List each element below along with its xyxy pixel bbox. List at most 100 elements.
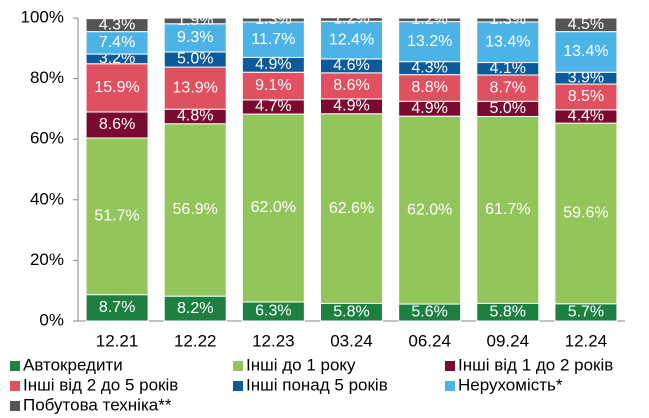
bar-segment	[476, 115, 540, 304]
value-label: 5.6%	[411, 304, 447, 321]
value-label: 8.8%	[411, 79, 447, 96]
bar-segment	[476, 17, 540, 23]
value-label: 51.7%	[94, 208, 139, 225]
legend-swatch	[445, 361, 455, 371]
value-label: 12.4%	[329, 31, 374, 48]
bar-segment	[320, 113, 383, 304]
value-label: 1.3%	[255, 11, 291, 28]
value-label: 4.7%	[255, 98, 291, 115]
value-label: 13.2%	[407, 33, 452, 50]
value-label: 4.3%	[411, 59, 447, 76]
value-label: 9.1%	[255, 77, 291, 94]
value-label: 4.8%	[177, 108, 213, 125]
legend-swatch	[10, 401, 20, 411]
value-label: 13.4%	[485, 33, 530, 50]
bar-segment	[85, 294, 149, 322]
value-label: 4.9%	[333, 98, 369, 115]
value-label: 13.4%	[563, 43, 608, 60]
x-tick-label: 06.24	[408, 331, 451, 350]
legend-label: Побутова техніка**	[23, 395, 172, 414]
bar-segment	[163, 66, 227, 110]
value-label: 8.7%	[490, 79, 526, 96]
bar-segment	[85, 18, 149, 33]
value-label: 3.9%	[568, 69, 604, 86]
bar-segment	[241, 17, 305, 23]
value-label: 62.6%	[329, 200, 374, 217]
x-tick-label: 09.24	[487, 331, 530, 350]
x-tick-label: 03.24	[330, 331, 373, 350]
bar-segment	[85, 63, 149, 113]
y-tick-label: 20%	[30, 250, 64, 269]
bar-segment	[241, 113, 305, 303]
x-tick-label: 12.21	[96, 331, 139, 350]
bar-segment	[554, 31, 618, 73]
value-label: 5.0%	[177, 51, 213, 68]
x-tick-label: 12.24	[565, 331, 608, 350]
bar-segment	[163, 295, 227, 322]
value-label: 6.3%	[255, 303, 291, 320]
bar-segment	[398, 21, 462, 63]
bar-segment	[554, 83, 618, 111]
legend-label: Інші від 2 до 5 років	[23, 375, 178, 394]
value-label: 56.9%	[173, 201, 218, 218]
value-label: 5.8%	[490, 303, 526, 320]
bar-segment	[85, 137, 149, 296]
legend-label: Інші до 1 року	[246, 355, 356, 374]
bar-segment	[163, 17, 227, 25]
value-label: 62.0%	[407, 201, 452, 218]
bar-segment	[320, 72, 383, 100]
bar-segment	[398, 74, 462, 102]
value-label: 4.9%	[411, 100, 447, 117]
legend-label: Інші від 1 до 2 років	[458, 355, 613, 374]
bar-segment	[241, 21, 305, 58]
legend-swatch	[10, 361, 20, 371]
value-label: 7.4%	[99, 34, 135, 51]
bar-segment	[476, 21, 540, 64]
value-label: 8.2%	[177, 300, 213, 317]
legend-label: Автокредити	[23, 355, 123, 374]
value-label: 9.3%	[177, 29, 213, 46]
y-tick-label: 40%	[30, 189, 64, 208]
value-label: 13.9%	[173, 79, 218, 96]
legend-swatch	[445, 381, 455, 391]
bar-segment	[476, 74, 540, 102]
y-tick-label: 0%	[39, 310, 64, 329]
value-label: 61.7%	[485, 201, 530, 218]
legend-swatch	[233, 361, 243, 371]
value-label: 1.2%	[333, 11, 369, 28]
value-label: 5.0%	[490, 100, 526, 117]
value-label: 5.8%	[333, 303, 369, 320]
bar-segment	[398, 115, 462, 305]
bar-segment	[554, 17, 618, 33]
bar-segment	[241, 71, 305, 101]
value-label: 4.1%	[490, 60, 526, 77]
value-label: 8.5%	[568, 88, 604, 105]
value-label: 4.3%	[99, 16, 135, 33]
value-label: 4.6%	[333, 57, 369, 74]
x-tick-label: 12.22	[174, 331, 217, 350]
value-label: 8.7%	[99, 299, 135, 316]
value-label: 4.9%	[255, 56, 291, 73]
value-label: 8.6%	[333, 77, 369, 94]
value-label: 4.4%	[568, 108, 604, 125]
legend-swatch	[10, 381, 20, 391]
value-label: 4.5%	[568, 16, 604, 33]
value-label: 11.7%	[251, 31, 295, 48]
value-label: 62.0%	[251, 199, 296, 216]
legend-label: Інші понад 5 років	[246, 375, 388, 394]
value-label: 1.3%	[490, 11, 526, 28]
y-tick-label: 80%	[30, 68, 64, 87]
y-tick-label: 60%	[30, 129, 64, 148]
legend-swatch	[233, 381, 243, 391]
legend-label: Нерухомість*	[458, 375, 563, 394]
value-label: 15.9%	[94, 79, 139, 96]
bar-segment	[320, 17, 383, 22]
bar-segment	[320, 20, 383, 60]
value-label: 1.2%	[411, 11, 447, 28]
y-tick-label: 100%	[21, 7, 64, 26]
bar-segment	[85, 111, 149, 139]
x-tick-label: 12.23	[252, 331, 295, 350]
value-label: 5.7%	[568, 304, 604, 321]
bar-segment	[163, 123, 227, 297]
